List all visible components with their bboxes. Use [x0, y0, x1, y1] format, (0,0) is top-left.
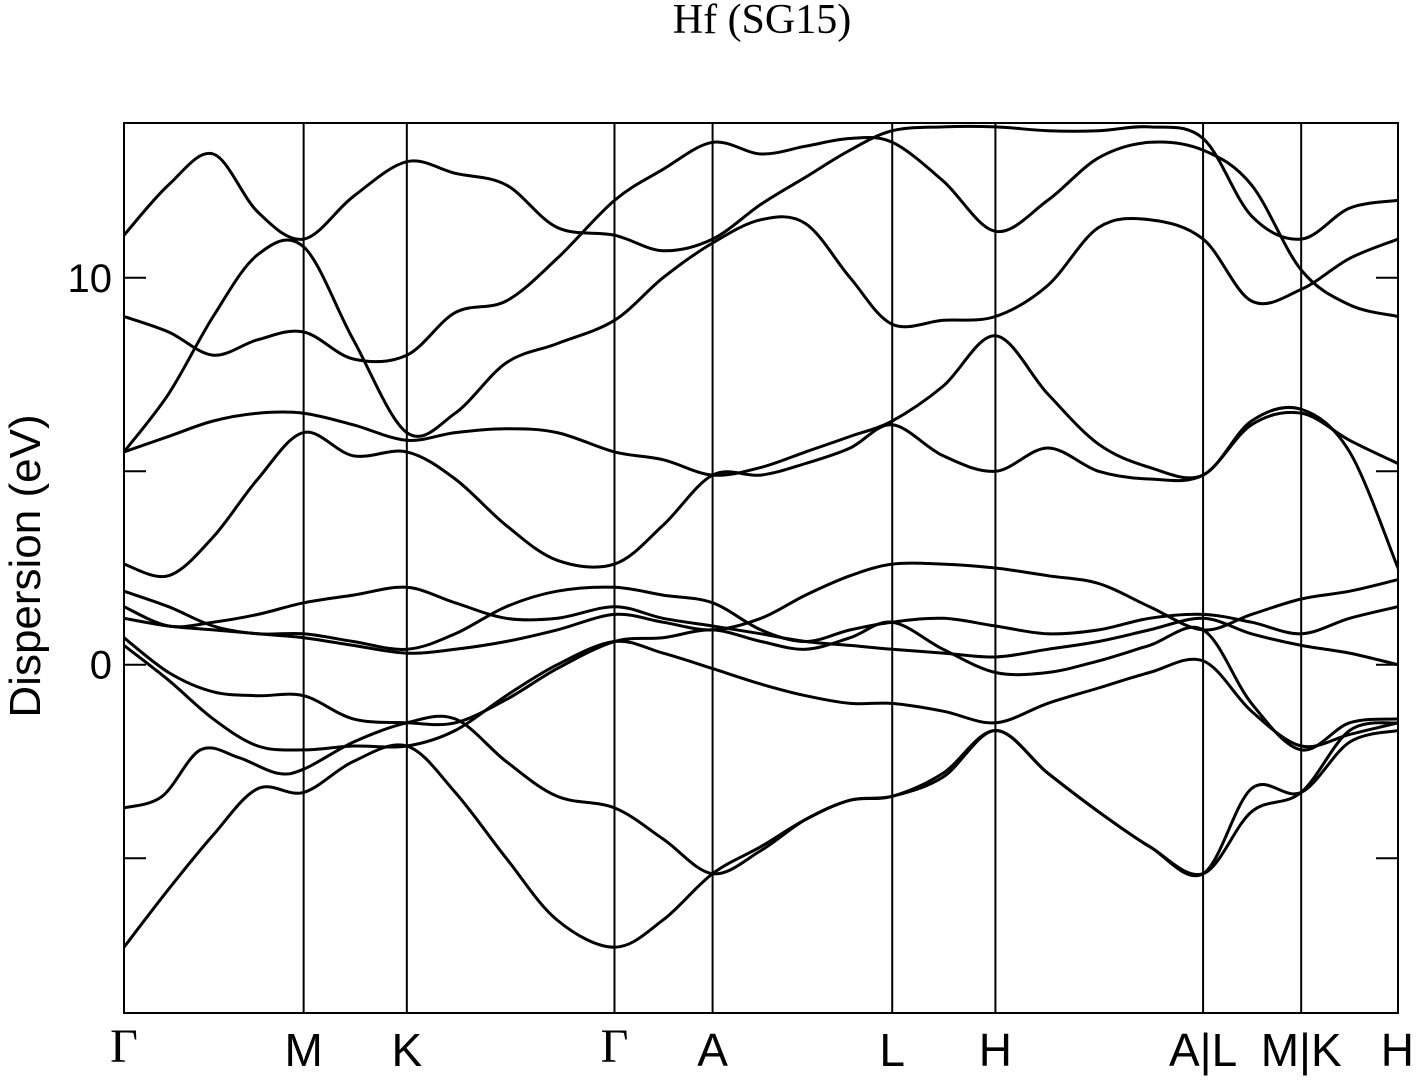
- band-line-12: [124, 124, 1398, 253]
- band-line-5: [124, 561, 1398, 655]
- band-line-2: [124, 714, 1398, 878]
- x-tick-label-1: Γ: [110, 1020, 138, 1073]
- y-axis-label: Dispersion (eV): [1, 414, 50, 717]
- band-line-11: [124, 136, 1398, 364]
- x-tick-label-9: M|K: [1261, 1024, 1342, 1076]
- band-line-10: [124, 215, 1398, 454]
- high-symmetry-lines: [302, 123, 1303, 1013]
- band-line-1: [124, 721, 1398, 949]
- x-tick-label-4: Γ: [601, 1020, 629, 1073]
- axis-ticks: [124, 276, 1398, 860]
- y-tick-label-2: 0: [90, 644, 112, 688]
- x-tick-label-7: H: [979, 1024, 1012, 1076]
- y-tick-label-1: 10: [68, 257, 113, 301]
- x-tick-label-10: H: [1381, 1024, 1414, 1076]
- band-line-3: [124, 639, 1398, 752]
- chart-title: Hf (SG15): [673, 0, 851, 43]
- x-tick-labels: Γ M K Γ A L H A|L M|K H: [110, 1020, 1414, 1076]
- x-tick-label-8: A|L: [1169, 1024, 1237, 1076]
- plot-frame: [123, 122, 1399, 1014]
- y-tick-labels: 10 0: [68, 257, 113, 688]
- band-lines: [124, 124, 1398, 949]
- band-line-6: [124, 585, 1398, 667]
- band-line-9: [124, 334, 1398, 570]
- band-line-7: [124, 585, 1398, 651]
- x-tick-label-6: L: [879, 1024, 905, 1076]
- x-tick-label-3: K: [391, 1024, 422, 1076]
- x-tick-label-5: A: [697, 1024, 728, 1076]
- band-line-4: [124, 620, 1398, 752]
- band-line-8: [124, 410, 1398, 579]
- x-tick-label-2: M: [284, 1024, 322, 1076]
